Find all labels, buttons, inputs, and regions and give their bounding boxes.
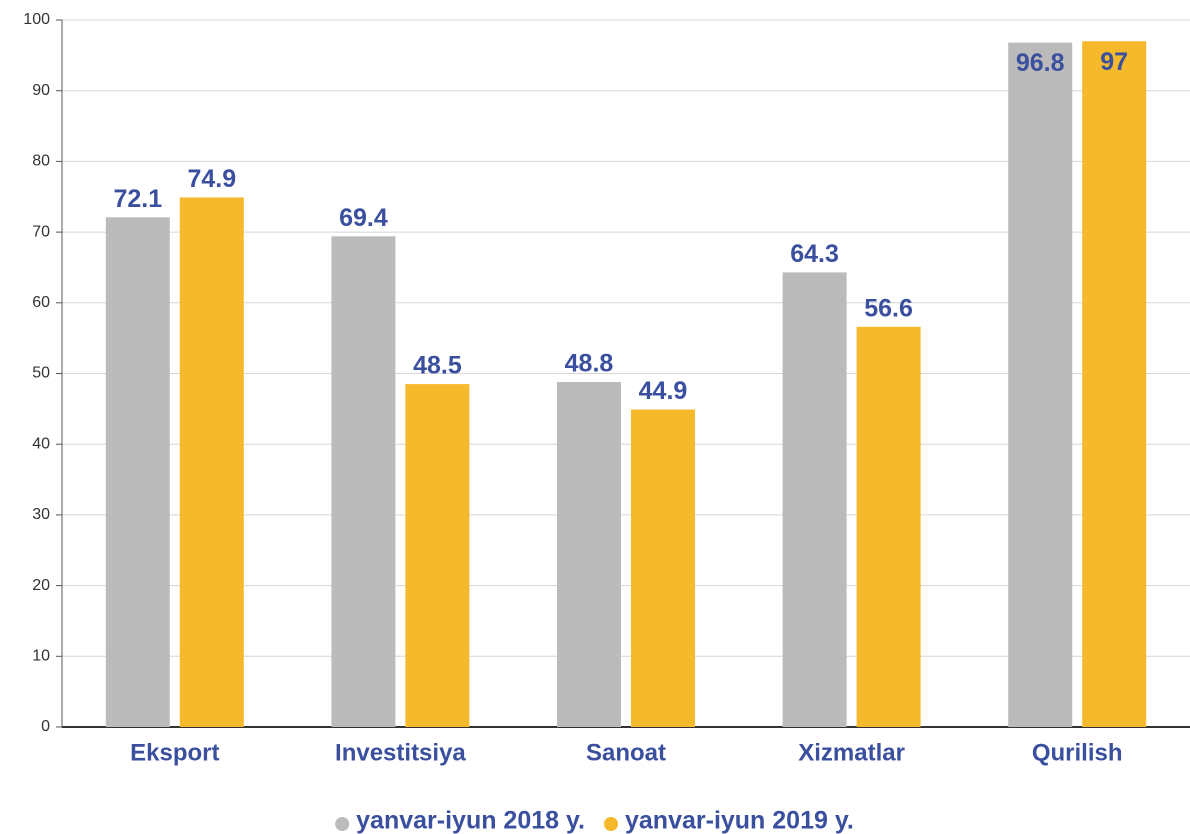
y-tick-label: 0 (41, 718, 50, 735)
x-tick-label: Qurilish (1032, 739, 1123, 766)
legend-label: yanvar-iyun 2019 y. (625, 807, 854, 834)
bar (331, 236, 396, 728)
x-tick-label: Investitsiya (335, 739, 466, 766)
value-label: 72.1 (113, 185, 162, 213)
bar (105, 217, 170, 728)
bar (1008, 42, 1073, 727)
y-tick-label: 90 (32, 82, 50, 99)
bar (631, 409, 695, 727)
y-tick-label: 40 (32, 435, 50, 452)
y-tick-label: 60 (32, 294, 50, 311)
y-tick-label: 50 (32, 365, 50, 382)
value-label: 48.5 (413, 352, 462, 380)
value-label: 97 (1100, 48, 1128, 76)
value-label: 69.4 (339, 204, 388, 232)
x-tick-label: Eksport (130, 739, 219, 766)
bar (782, 272, 847, 727)
y-tick-label: 100 (23, 11, 50, 28)
y-tick-label: 70 (32, 223, 50, 240)
legend-label: yanvar-iyun 2018 y. (356, 807, 585, 834)
legend-marker (604, 817, 618, 831)
value-label: 64.3 (790, 240, 839, 268)
legend-marker (335, 817, 350, 831)
value-label: 96.8 (1016, 49, 1065, 77)
y-tick-label: 30 (32, 506, 50, 523)
y-tick-label: 20 (32, 577, 50, 594)
bar (856, 326, 921, 727)
value-label: 48.8 (565, 350, 614, 378)
bar (1082, 41, 1147, 727)
bar (405, 384, 470, 727)
value-label: 74.9 (187, 165, 236, 193)
value-label: 44.9 (639, 377, 688, 405)
value-label: 56.6 (864, 294, 913, 322)
x-tick-label: Xizmatlar (798, 739, 905, 766)
bar (557, 381, 621, 727)
y-tick-label: 80 (32, 153, 50, 170)
x-tick-label: Sanoat (586, 739, 666, 766)
y-tick-label: 10 (32, 648, 50, 665)
bar (179, 197, 244, 727)
